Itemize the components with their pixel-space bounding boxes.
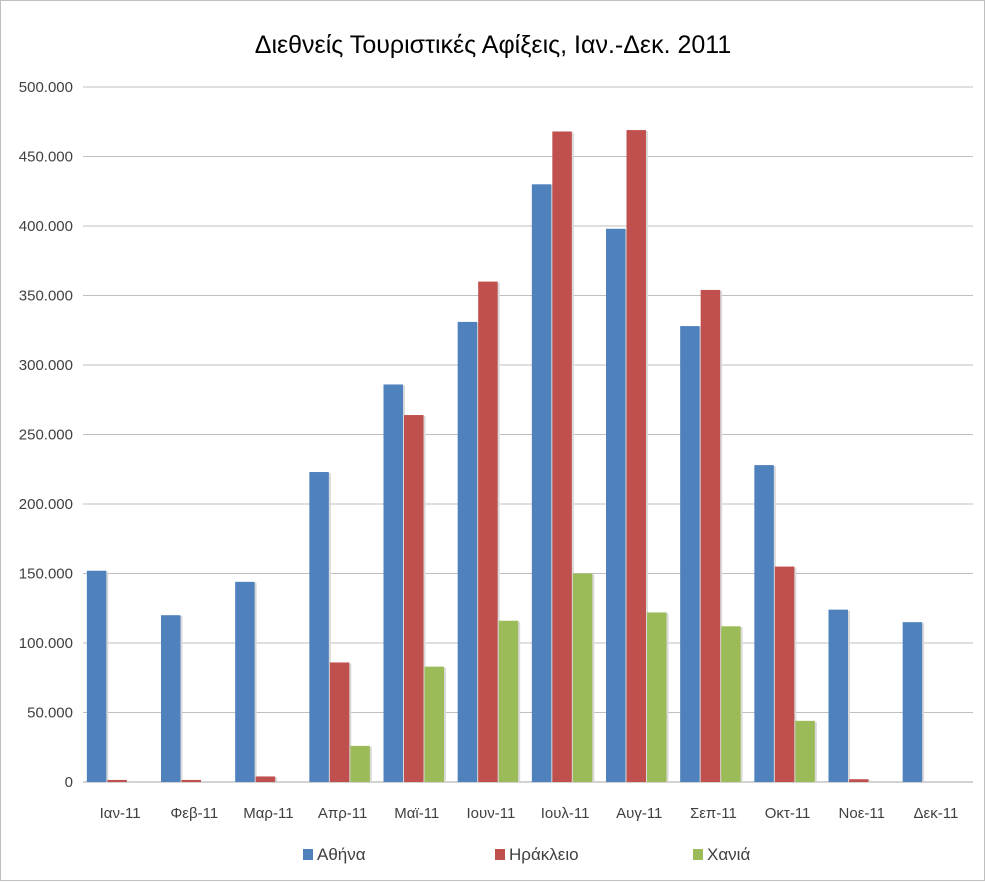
x-tick-label: Μαρ-11 <box>243 805 293 822</box>
x-tick-label: Δεκ-11 <box>914 805 959 822</box>
bar-1-2 <box>161 615 181 782</box>
x-tick-label: Σεπ-11 <box>690 805 737 822</box>
y-tick-label: 50.000 <box>27 705 73 722</box>
bar-3-7 <box>572 573 593 782</box>
bar-1-9 <box>680 326 700 782</box>
bar-1-3 <box>235 581 255 782</box>
x-tick-label: Φεβ-11 <box>170 805 218 822</box>
x-tick-label: Απρ-11 <box>318 805 367 822</box>
grid-lines <box>83 86 973 783</box>
bar-2-2 <box>181 779 201 782</box>
x-tick-label: Νοε-11 <box>839 805 885 822</box>
bar-2-6 <box>478 281 498 782</box>
y-tick-label: 0 <box>65 774 73 791</box>
y-tick-label: 150.000 <box>19 566 73 583</box>
x-tick-label: Μαϊ-11 <box>394 805 439 822</box>
bar-3-6 <box>498 620 519 782</box>
legend-swatch <box>693 849 703 860</box>
legend-swatch <box>495 849 505 860</box>
y-tick-label: 500.000 <box>19 79 73 96</box>
y-tick-label: 200.000 <box>19 496 73 513</box>
bars <box>86 130 925 783</box>
y-tick-label: 350.000 <box>19 288 73 305</box>
bar-2-4 <box>329 662 350 782</box>
bar-2-10 <box>774 566 795 782</box>
bar-1-1 <box>86 570 107 782</box>
bar-3-4 <box>350 745 370 782</box>
bar-3-5 <box>424 666 444 782</box>
bar-2-1 <box>107 779 127 782</box>
bar-1-12 <box>902 622 923 782</box>
bar-3-8 <box>647 612 667 782</box>
y-axis-ticks: 0 50.000 100.000 150.000 200.000 250.000 300.0… <box>19 79 73 791</box>
bar-2-8 <box>626 130 646 783</box>
bar-1-11 <box>828 609 848 782</box>
bar-2-5 <box>404 415 424 782</box>
y-tick-label: 450.000 <box>19 149 73 166</box>
bar-1-7 <box>531 184 552 783</box>
bar-1-5 <box>383 384 403 782</box>
legend-label: Ηράκλειο <box>509 845 579 864</box>
x-axis-ticks: Ιαν-11 Φεβ-11 Μαρ-11 Απρ-11 Μαϊ-11 Ιουν-11 Ιου… <box>100 805 959 822</box>
legend-swatch <box>303 849 313 860</box>
x-tick-label: Ιουλ-11 <box>541 805 590 822</box>
legend-label: Αθήνα <box>317 845 366 864</box>
bar-3-10 <box>795 720 815 782</box>
legend: Αθήνα Ηράκλειο Χανιά <box>303 845 750 864</box>
bar-2-11 <box>849 779 869 782</box>
bar-1-8 <box>606 228 626 782</box>
y-tick-label: 250.000 <box>19 427 73 444</box>
bar-1-4 <box>309 472 329 782</box>
bar-1-10 <box>754 465 774 782</box>
bar-1-6 <box>457 321 478 782</box>
y-tick-label: 100.000 <box>19 635 73 652</box>
bar-2-9 <box>700 289 721 782</box>
x-tick-label: Οκτ-11 <box>765 805 811 822</box>
legend-label: Χανιά <box>707 845 750 864</box>
chart-title: Διεθνείς Τουριστικές Αφίξεις, Ιαν.-Δεκ. … <box>255 31 731 59</box>
x-tick-label: Ιαν-11 <box>100 805 141 822</box>
x-tick-label: Ιουν-11 <box>467 805 516 822</box>
y-tick-label: 300.000 <box>19 357 73 374</box>
bar-2-3 <box>255 776 276 782</box>
y-tick-label: 400.000 <box>19 218 73 235</box>
x-tick-label: Αυγ-11 <box>616 805 662 822</box>
bar-3-9 <box>721 626 741 782</box>
bar-2-7 <box>552 131 572 783</box>
